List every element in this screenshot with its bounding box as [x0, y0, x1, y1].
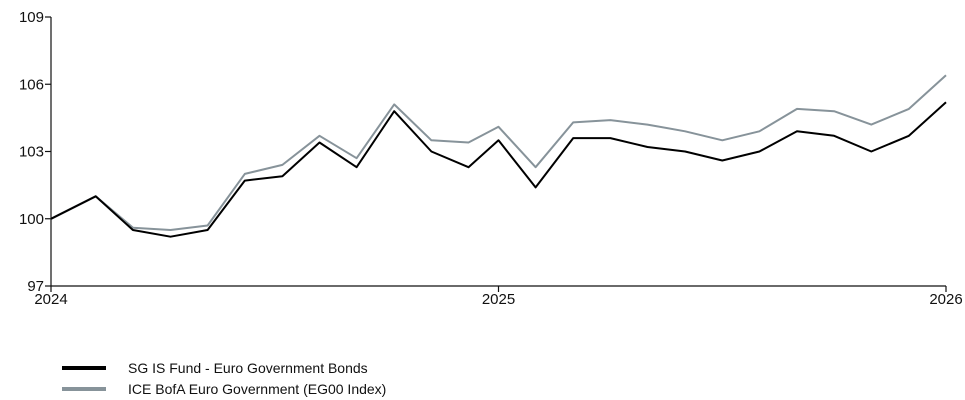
y-tick-label: 109: [19, 9, 44, 26]
legend-label-fund: SG IS Fund - Euro Government Bonds: [128, 360, 368, 376]
series-layer: [51, 75, 946, 236]
legend: SG IS Fund - Euro Government Bonds ICE B…: [62, 358, 386, 400]
y-tick-label: 100: [19, 211, 44, 228]
series-line-fund: [51, 102, 946, 237]
legend-label-index: ICE BofA Euro Government (EG00 Index): [128, 381, 386, 397]
legend-item-fund: SG IS Fund - Euro Government Bonds: [62, 358, 386, 377]
y-tick-label: 106: [19, 76, 44, 93]
legend-swatch-index: [62, 387, 106, 391]
x-tick-label: 2026: [929, 291, 962, 308]
series-line-index: [51, 75, 946, 230]
legend-item-index: ICE BofA Euro Government (EG00 Index): [62, 379, 386, 398]
y-tick-label: 103: [19, 144, 44, 161]
x-tick-label: 2024: [34, 291, 67, 308]
legend-swatch-fund: [62, 366, 106, 370]
x-tick-label: 2025: [482, 291, 515, 308]
